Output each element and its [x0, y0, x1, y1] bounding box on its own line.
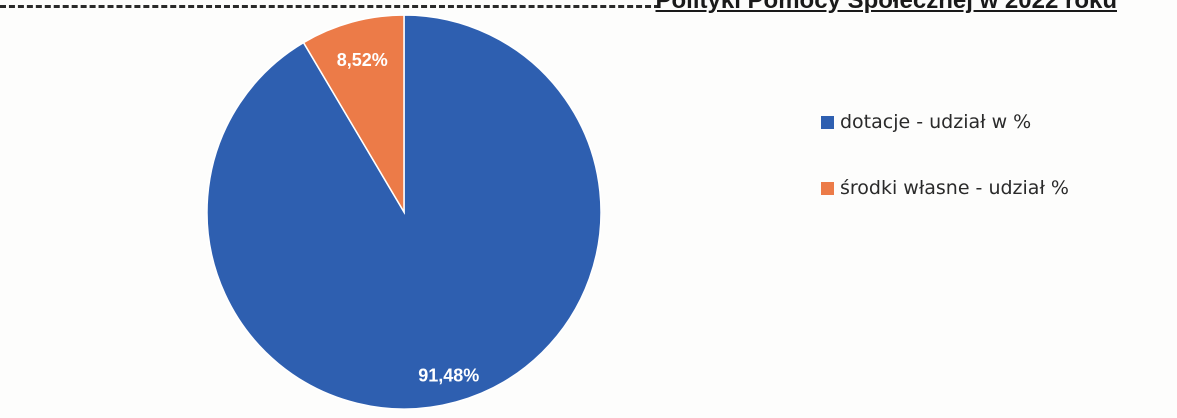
- legend-label-srodki-wlasne: środki własne - udział %: [840, 177, 1069, 199]
- title-dashed-line: [0, 5, 660, 8]
- legend-label-dotacje: dotacje - udział w %: [840, 111, 1032, 133]
- legend-swatch-srodki-wlasne: [821, 181, 834, 195]
- pie-slice-srodki-wlasne: [302, 14, 405, 215]
- data-label-dotacje: 91,48%: [418, 365, 479, 385]
- chart-title-strip: Polityki Pomocy Społecznej w 2022 roku: [0, 0, 1177, 22]
- legend-swatch-dotacje: [821, 115, 834, 129]
- chart-legend: dotacje - udział w % środki własne - udz…: [821, 108, 1069, 240]
- data-label-srodki-wlasne: 8,52%: [337, 50, 388, 70]
- chart-title: Polityki Pomocy Społecznej w 2022 roku: [655, 0, 1118, 14]
- legend-item-dotacje: dotacje - udział w %: [821, 108, 1069, 136]
- legend-item-srodki-wlasne: środki własne - udział %: [821, 174, 1069, 202]
